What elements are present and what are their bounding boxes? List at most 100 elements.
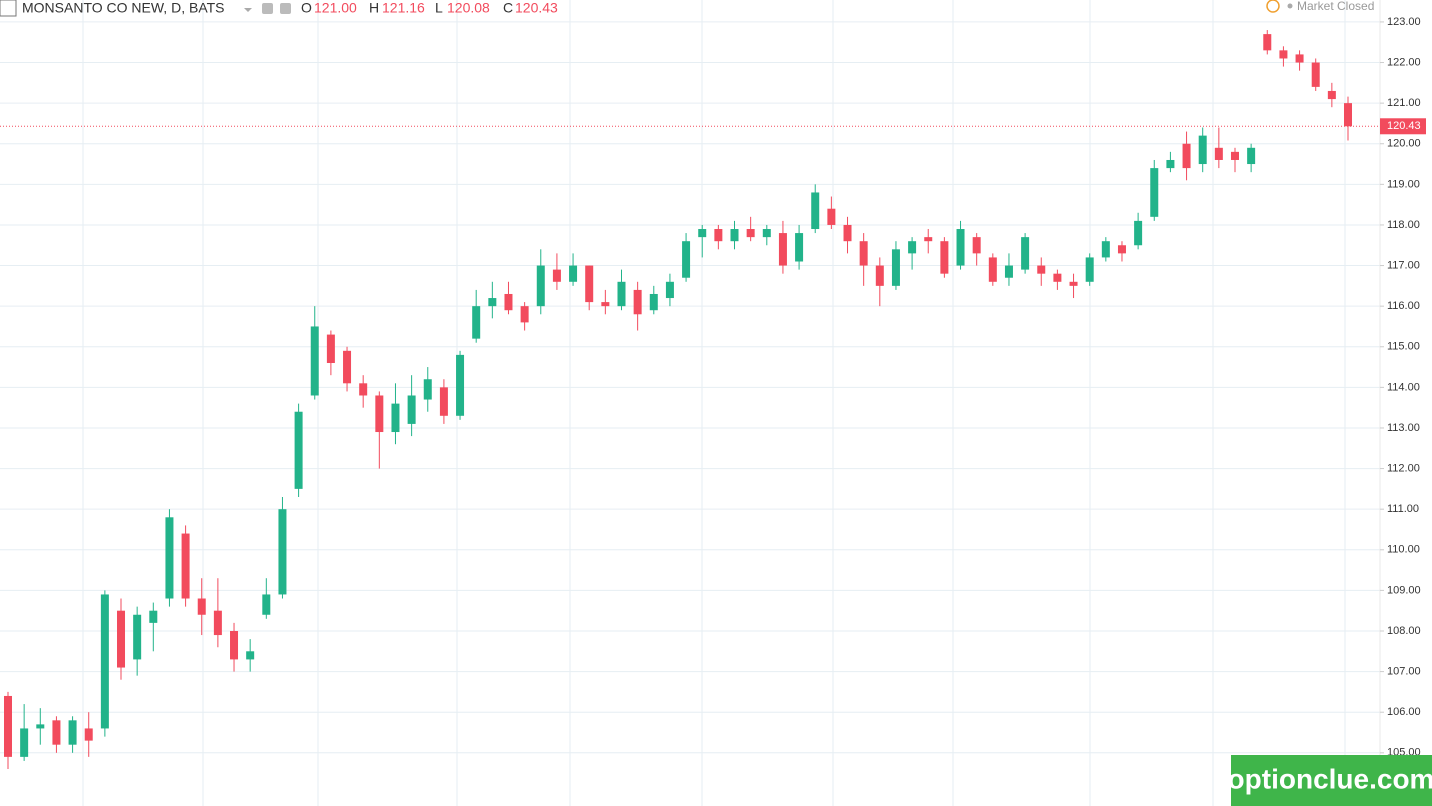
candle-body — [633, 289, 642, 315]
y-tick-label: 120.00 — [1387, 138, 1421, 150]
price-grid — [0, 21, 1380, 754]
candle-body — [1344, 103, 1352, 127]
candle-body — [1069, 281, 1078, 286]
candle-body — [52, 720, 61, 745]
settings-icon[interactable] — [262, 3, 273, 14]
o-value: 121.00 — [314, 0, 357, 16]
c-value: 120.43 — [515, 0, 558, 16]
y-tick-label: 115.00 — [1387, 341, 1420, 353]
menu-icon[interactable] — [0, 0, 17, 17]
y-tick-label: 122.00 — [1387, 56, 1421, 68]
y-tick-label: 108.00 — [1387, 625, 1421, 637]
c-label: C — [503, 0, 513, 16]
settings-icon[interactable] — [280, 3, 291, 14]
y-tick-label: 116.00 — [1387, 300, 1420, 312]
candle-body — [1327, 90, 1336, 100]
candle-body — [665, 281, 674, 299]
candle-body — [1214, 147, 1223, 160]
candle-body — [133, 614, 142, 660]
candle-body — [4, 695, 12, 757]
candle-body — [988, 257, 997, 282]
y-tick-label: 113.00 — [1387, 422, 1420, 434]
candle-body — [262, 594, 271, 615]
candle-body — [762, 229, 771, 238]
candle-body — [1134, 220, 1143, 246]
candle-body — [343, 350, 352, 384]
candle-body — [908, 241, 917, 254]
warning-icon[interactable] — [1266, 0, 1280, 13]
candle-body — [569, 265, 578, 282]
candle-body — [730, 229, 739, 242]
time-grid — [82, 0, 1346, 806]
candle-body — [197, 598, 206, 615]
candle-body — [795, 233, 804, 262]
y-tick-label: 114.00 — [1387, 381, 1420, 393]
h-value: 121.16 — [382, 0, 425, 16]
y-tick-label: 107.00 — [1387, 666, 1421, 678]
candle-body — [359, 383, 368, 396]
candle-body — [149, 610, 158, 623]
candle-body — [1166, 159, 1175, 169]
candle-body — [859, 241, 868, 266]
candle-body — [1311, 62, 1320, 87]
y-tick-label: 112.00 — [1387, 462, 1420, 474]
candle-body — [714, 229, 723, 242]
candle-body — [1247, 147, 1256, 165]
candle-body — [1117, 245, 1126, 254]
candle-body — [1263, 34, 1272, 51]
candle-body — [682, 241, 691, 278]
candle-body — [1279, 50, 1288, 59]
candle-body — [1021, 237, 1030, 270]
candle-body — [278, 509, 287, 595]
l-label: L — [435, 0, 443, 16]
candle-body — [940, 241, 949, 274]
candle-body — [117, 610, 126, 668]
candle-body — [875, 265, 884, 286]
candle-body — [294, 411, 303, 489]
candle-body — [84, 728, 93, 741]
candle-body — [1230, 151, 1239, 160]
candle-body — [536, 265, 545, 307]
status-dot — [1287, 3, 1293, 9]
candle-body — [423, 379, 432, 400]
candle-body — [1101, 241, 1110, 258]
watermark[interactable]: optionclue.com — [1228, 763, 1432, 794]
candle-body — [439, 387, 448, 416]
y-tick-label: 121.00 — [1387, 97, 1421, 109]
candle-body — [1182, 143, 1191, 169]
candle-body — [520, 306, 529, 323]
l-value: 120.08 — [447, 0, 490, 16]
candle-body — [1150, 168, 1159, 217]
candle-body — [230, 630, 239, 660]
candle-body — [391, 403, 400, 433]
candle-body — [601, 302, 610, 307]
candle-body — [956, 229, 965, 266]
candle-body — [972, 237, 981, 254]
candle-body — [310, 326, 319, 396]
candle-body — [1198, 135, 1207, 165]
y-tick-label: 119.00 — [1387, 178, 1420, 190]
candle-body — [407, 395, 416, 424]
candle-body — [778, 233, 787, 266]
candle-body — [827, 208, 836, 225]
last-price-label: 120.43 — [1387, 120, 1421, 132]
candle-body — [746, 229, 755, 238]
candle-body — [649, 293, 658, 311]
candle-body — [375, 395, 384, 433]
y-tick-label: 110.00 — [1387, 544, 1420, 556]
o-label: O — [301, 0, 312, 16]
candle-body — [213, 610, 222, 636]
price-axis: 105.00106.00107.00108.00109.00110.00111.… — [1380, 16, 1426, 759]
candle-body — [326, 334, 335, 364]
market-status: Market Closed — [1297, 0, 1374, 13]
y-tick-label: 109.00 — [1387, 584, 1421, 596]
candle-body — [891, 249, 900, 286]
candle-body — [698, 229, 707, 238]
symbol[interactable]: MONSANTO CO NEW, D, BATS — [22, 0, 225, 16]
candle-body — [552, 269, 561, 282]
candle-body — [68, 720, 77, 745]
dropdown[interactable] — [244, 8, 252, 12]
candle-body — [456, 354, 465, 416]
candle-body — [36, 724, 45, 729]
